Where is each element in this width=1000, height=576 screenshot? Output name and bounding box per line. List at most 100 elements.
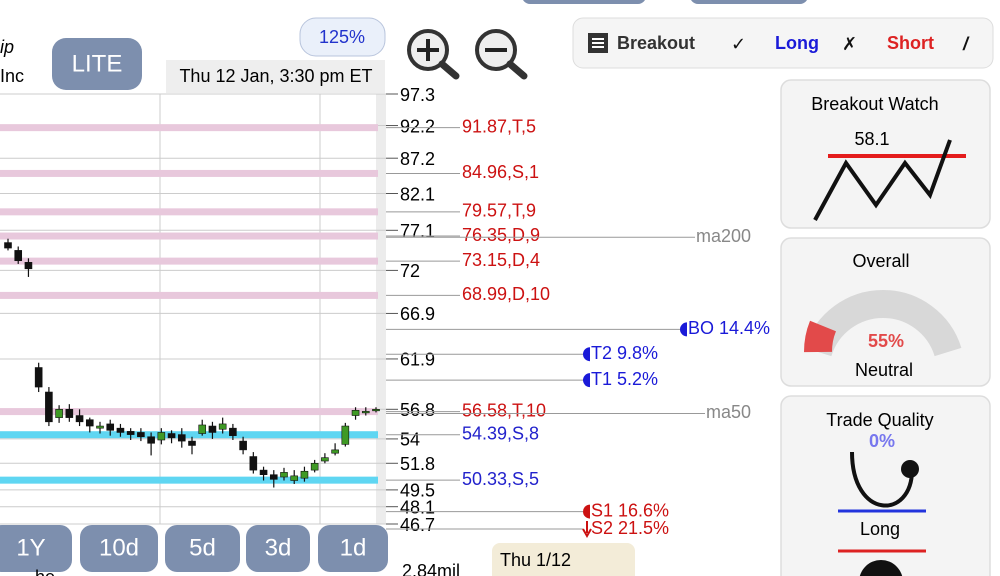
y-tick-label: 66.9 xyxy=(400,304,435,324)
y-tick-label: 48.1 xyxy=(400,497,435,517)
range-label[interactable]: 5d xyxy=(189,534,216,561)
candle-body xyxy=(147,436,155,444)
zoom-in[interactable] xyxy=(407,29,460,80)
trade-quality-score: 0% xyxy=(869,431,895,451)
range-label[interactable]: 10d xyxy=(99,534,139,561)
y-tick-label: 82.1 xyxy=(400,184,435,204)
level-band xyxy=(0,291,378,299)
toolbar xyxy=(572,17,994,69)
candle-body xyxy=(321,457,329,462)
level-label: 50.33,S,5 xyxy=(462,469,539,489)
candle-body xyxy=(229,427,237,436)
marker-label: S2 21.5% xyxy=(591,518,669,538)
long-toggle[interactable]: Long ✗ xyxy=(775,33,857,54)
marker-label: T2 9.8% xyxy=(591,343,658,363)
card-title: Trade Quality xyxy=(826,410,933,430)
quality-icon xyxy=(859,560,903,576)
plot-area xyxy=(0,94,386,524)
y-tick-label: 92.2 xyxy=(400,116,435,136)
level-label: 54.39,S,8 xyxy=(462,423,539,443)
timestamp: Thu 12 Jan, 3:30 pm ET xyxy=(179,66,372,86)
y-tick-label: 51.8 xyxy=(400,454,435,474)
candle-body xyxy=(126,431,135,435)
candle-body xyxy=(198,424,207,434)
candle-body xyxy=(34,367,43,388)
level-band xyxy=(0,124,378,132)
menu-icon-lines[interactable] xyxy=(592,38,604,48)
range-button[interactable] xyxy=(246,525,310,572)
zoom-level[interactable]: 125% xyxy=(299,17,386,57)
candle-body xyxy=(45,391,53,423)
footer-fragment: he xyxy=(35,567,55,576)
marker-icon xyxy=(583,373,590,388)
breakout-price: 58.1 xyxy=(854,129,889,149)
range-label[interactable]: 3d xyxy=(265,534,292,561)
range-buttons[interactable]: 1Y 10d 5d 3d 1d xyxy=(0,525,388,572)
quality-dot xyxy=(901,460,919,478)
breakout-mark[interactable]: ✓ xyxy=(731,34,746,54)
trade-direction: Long xyxy=(860,519,900,539)
long-label[interactable]: Long xyxy=(775,33,819,53)
candle-body xyxy=(341,425,350,445)
y-tick-label: 87.2 xyxy=(400,149,435,169)
level-label: 79.57,T,9 xyxy=(462,201,536,221)
range-button[interactable] xyxy=(80,525,158,572)
short-mark[interactable]: / xyxy=(962,34,970,54)
long-mark[interactable]: ✗ xyxy=(842,34,857,54)
candle-body xyxy=(188,440,196,446)
range-button[interactable] xyxy=(318,525,388,572)
candle-body xyxy=(269,474,278,480)
marker-label: T1 5.2% xyxy=(591,369,658,389)
zoom-level-bg[interactable] xyxy=(299,17,386,57)
short-label[interactable]: Short xyxy=(887,33,934,53)
candle-body xyxy=(116,427,125,433)
date-label-bg xyxy=(492,543,635,576)
candle-body xyxy=(372,409,380,412)
symbol-name: ip xyxy=(0,37,14,57)
company-name: Inc xyxy=(0,66,24,86)
y-tick-label: 61.9 xyxy=(400,350,435,370)
range-label[interactable]: 1d xyxy=(340,534,367,561)
level-label: 76.35,D,9 xyxy=(462,225,540,245)
range-label[interactable]: 1Y xyxy=(16,534,45,561)
candle-body xyxy=(310,462,319,471)
marker-label: BO 14.4% xyxy=(688,318,770,338)
candle-body xyxy=(218,423,227,430)
y-tick-label: 77.1 xyxy=(400,221,435,241)
zoom-in-handle[interactable] xyxy=(438,60,460,80)
candle-body xyxy=(24,262,33,270)
gauge-pointer xyxy=(804,320,837,353)
candle-body xyxy=(351,410,360,416)
zoom-out[interactable] xyxy=(475,29,528,80)
level-label: 84.96,S,1 xyxy=(462,162,539,182)
top-button[interactable] xyxy=(522,0,646,4)
quality-curve xyxy=(850,451,914,508)
level-band xyxy=(0,208,378,216)
lite-button-bg[interactable] xyxy=(52,38,142,90)
candle-body xyxy=(106,423,115,431)
zoom-in-plus[interactable] xyxy=(417,39,439,61)
y-tick-label: 72 xyxy=(400,261,420,281)
marker-icon xyxy=(582,521,592,539)
range-button[interactable] xyxy=(0,525,72,572)
range-button[interactable] xyxy=(165,525,240,572)
candle-body xyxy=(290,475,299,481)
level-band xyxy=(0,476,378,484)
marker-label: ma50 xyxy=(706,402,751,422)
card-title: Breakout Watch xyxy=(811,94,938,114)
level-band xyxy=(0,431,378,439)
breakout-toggle[interactable]: Breakout ✓ xyxy=(588,33,746,54)
zoom-level-text[interactable]: 125% xyxy=(319,27,365,47)
lite-label[interactable]: LITE xyxy=(72,50,123,77)
candle-body xyxy=(14,250,23,262)
lite-button[interactable]: LITE xyxy=(52,38,142,90)
zoom-out-handle[interactable] xyxy=(506,60,528,80)
card-title: Overall xyxy=(852,251,909,271)
price-chart: 97.3 92.2 87.2 82.1 77.1 72 66.9 61.9 56.8 54 51.8… xyxy=(0,85,770,539)
short-toggle[interactable]: Short / xyxy=(887,33,970,54)
breakout-label[interactable]: Breakout xyxy=(617,33,695,53)
candle-body xyxy=(65,409,74,418)
top-button[interactable] xyxy=(690,0,808,4)
marker-label: ma200 xyxy=(696,226,751,246)
